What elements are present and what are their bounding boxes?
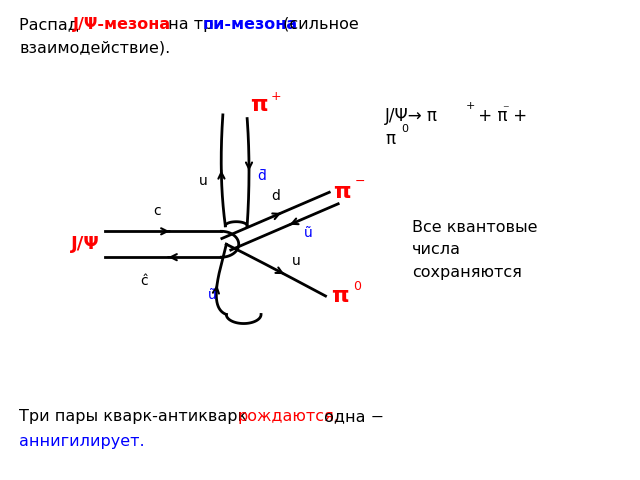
Text: (сильное: (сильное — [278, 17, 359, 32]
Text: Распад: Распад — [19, 17, 84, 32]
Text: +: + — [466, 101, 476, 111]
Text: пи-мезона: пи-мезона — [202, 17, 298, 32]
Text: ĉ: ĉ — [141, 274, 148, 288]
Text: на три: на три — [163, 17, 229, 32]
Text: J/Ψ: J/Ψ — [71, 235, 100, 253]
Text: одна −: одна − — [319, 409, 385, 424]
Text: −: − — [355, 175, 365, 188]
Text: рождаются,: рождаются, — [237, 409, 339, 424]
Text: d: d — [271, 189, 280, 203]
Text: ũ: ũ — [208, 288, 217, 302]
Text: d̄: d̄ — [257, 169, 266, 183]
Text: +: + — [271, 90, 282, 103]
Text: π: π — [385, 130, 395, 148]
Text: π: π — [333, 182, 351, 202]
Text: π: π — [250, 95, 268, 115]
Text: u: u — [292, 254, 300, 268]
Text: c: c — [153, 204, 161, 218]
Text: взаимодействие).: взаимодействие). — [19, 41, 170, 56]
Text: π: π — [332, 286, 349, 306]
Text: J/Ψ→ π: J/Ψ→ π — [385, 108, 438, 125]
Text: аннигилирует.: аннигилирует. — [19, 434, 145, 449]
Text: u: u — [199, 174, 208, 188]
Text: 0: 0 — [353, 280, 361, 293]
Text: Все квантовые
числа
сохраняются: Все квантовые числа сохраняются — [412, 220, 538, 280]
Text: 0: 0 — [401, 124, 408, 134]
Text: J/Ψ-мезона: J/Ψ-мезона — [73, 17, 171, 32]
Text: ũ: ũ — [304, 227, 312, 240]
Text: +: + — [508, 108, 527, 125]
Text: ⁻: ⁻ — [502, 103, 509, 116]
Text: + π: + π — [474, 108, 508, 125]
Text: Три пары кварк-антикварк: Три пары кварк-антикварк — [19, 409, 252, 424]
